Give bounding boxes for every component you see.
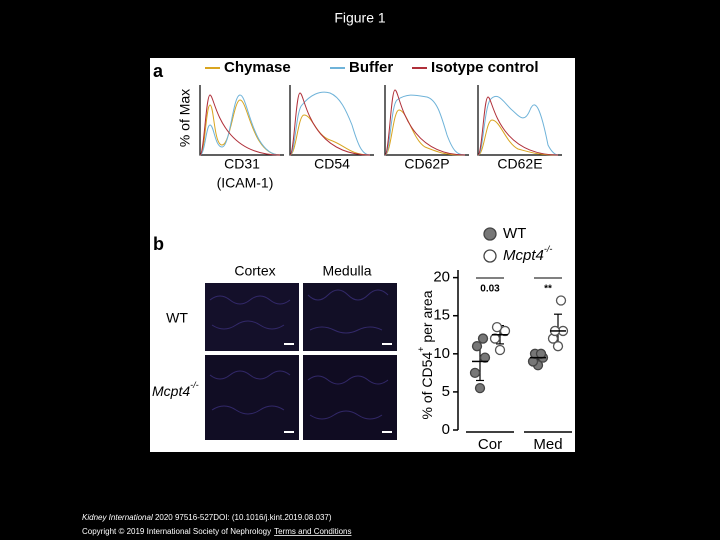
slide-title: Figure 1	[334, 10, 386, 26]
histogram-curve	[477, 95, 559, 156]
y-label-text: % of CD54	[419, 352, 435, 420]
histograms	[199, 85, 562, 156]
legend-name: Mcpt4	[503, 247, 544, 264]
histogram-curve	[289, 91, 371, 156]
data-point	[474, 382, 486, 394]
histogram-curve	[477, 119, 559, 156]
legend-sup: -/-	[544, 244, 553, 254]
row-label: Mcpt4-/-	[152, 380, 199, 398]
y-tick-label: 10	[433, 345, 450, 362]
y-label: % of Max	[177, 89, 193, 147]
y-tick-label: 15	[433, 307, 450, 324]
terms-link[interactable]: Terms and Conditions	[274, 527, 351, 536]
micrograph	[303, 355, 397, 440]
histogram-curve	[199, 99, 281, 156]
marker-label: CD62P	[404, 156, 449, 172]
marker-label: CD54	[314, 156, 350, 172]
histogram-curve	[289, 92, 371, 156]
legend-label: Mcpt4-/-	[503, 244, 552, 264]
y-tick-label: 5	[442, 383, 450, 400]
histogram-curve	[199, 94, 281, 156]
micrograph	[205, 355, 299, 440]
annotation: 0.03	[480, 284, 500, 295]
column-label: Medulla	[322, 263, 371, 279]
legend-label: Isotype control	[431, 59, 539, 76]
histogram	[477, 85, 562, 156]
copyright: Copyright © 2019 International Society o…	[82, 527, 352, 536]
marker-label: CD31	[224, 156, 260, 172]
x-tick-label: Med	[533, 436, 562, 453]
row-label-sup: -/-	[190, 380, 199, 390]
data-point	[469, 367, 481, 379]
micrograph	[303, 283, 397, 351]
histogram-curve	[477, 96, 559, 156]
y-axis-label: % of CD54+ per area	[416, 290, 434, 419]
data-point	[552, 341, 564, 352]
histogram	[289, 85, 374, 156]
legend-name: WT	[503, 225, 526, 242]
citation-text: 2020 97516-527DOI: (10.1016/j.kint.2019.…	[153, 513, 332, 522]
histogram	[384, 85, 469, 156]
citation: Kidney International 2020 97516-527DOI: …	[82, 513, 332, 522]
histogram-curve	[384, 94, 466, 156]
dot-plot: 0 5 10 15 20 % of CD54+ per area Cor 0.03 Med ** W…	[416, 225, 572, 453]
annotation: **	[544, 284, 552, 295]
data-point	[494, 344, 506, 356]
legend-marker	[483, 227, 497, 241]
legend-label: WT	[503, 225, 526, 242]
row-label-text: Mcpt4	[152, 383, 190, 399]
marker-label: CD62E	[497, 156, 542, 172]
histogram	[199, 85, 284, 156]
copyright-text: Copyright © 2019 International Society o…	[82, 527, 271, 536]
panel-label: a	[153, 61, 164, 81]
data-point	[471, 341, 483, 352]
marker-note: (ICAM-1)	[217, 175, 274, 191]
panel-label: b	[153, 234, 164, 254]
histogram-curve	[199, 94, 281, 156]
legend-label: Buffer	[349, 59, 393, 76]
data-point	[477, 333, 489, 344]
legend-label: Chymase	[224, 59, 291, 76]
micrograph	[205, 283, 299, 351]
y-label-suffix: per area	[419, 290, 435, 346]
journal: Kidney International	[82, 513, 153, 522]
data-point	[491, 321, 503, 333]
column-label: Cortex	[234, 263, 275, 279]
x-tick-label: Cor	[478, 436, 502, 453]
micrographs	[205, 283, 397, 440]
legend-marker	[483, 249, 497, 263]
y-label-sup: +	[416, 347, 426, 352]
data-point	[555, 295, 567, 306]
row-label: WT	[166, 310, 188, 326]
y-tick-label: 20	[433, 269, 450, 286]
y-tick-label: 0	[442, 421, 450, 438]
histogram-curve	[384, 89, 466, 156]
